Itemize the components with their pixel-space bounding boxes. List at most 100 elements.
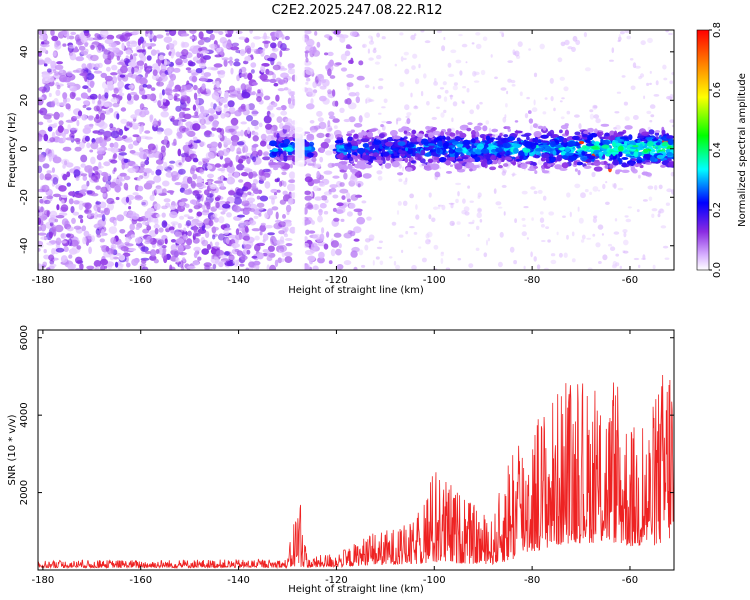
spectrogram-mark <box>249 208 255 213</box>
spectrogram-mark <box>253 266 259 270</box>
spectrogram-mark <box>126 41 131 47</box>
spectrogram-mark <box>212 213 218 218</box>
spectrogram-mark <box>223 59 228 67</box>
spectrogram-mark <box>275 211 279 220</box>
spectrogram-mark <box>74 146 82 152</box>
spectrogram-mark <box>110 159 118 164</box>
spectrogram-mark <box>408 226 415 229</box>
spectrogram-mark <box>486 239 488 246</box>
spectrogram-mark <box>557 57 563 63</box>
spectrogram-mark <box>403 136 408 140</box>
spectrogram-mark <box>304 195 313 201</box>
spectrogram-mark <box>602 254 608 261</box>
spectrogram-mark <box>626 35 632 40</box>
spectrogram-mark <box>169 160 176 164</box>
spectrogram-mark <box>228 106 236 113</box>
spectrogram-mark <box>314 163 322 167</box>
spectrogram-mark <box>348 116 356 123</box>
spectrogram-mark <box>560 41 566 47</box>
spectrogram-mark <box>94 63 100 69</box>
spectrogram-mark <box>319 202 327 209</box>
spectrogram-mark <box>511 84 516 87</box>
spectrogram-mark <box>305 38 315 47</box>
spectrogram-mark <box>233 197 242 205</box>
spectrogram-mark <box>540 157 546 162</box>
spectrogram-mark <box>136 135 142 144</box>
spectrogram-mark <box>283 155 288 162</box>
spectrogram-mark <box>277 257 283 264</box>
spectrogram-mark <box>402 166 405 172</box>
spectrogram-mark <box>410 34 416 41</box>
spectrogram-mark <box>259 224 267 232</box>
spectrogram-mark <box>561 155 569 159</box>
spectrogram-mark <box>313 125 321 130</box>
spectrogram-mark <box>231 140 239 146</box>
spectrogram-mark <box>63 97 67 104</box>
spectrogram-mark <box>418 246 422 249</box>
spectrogram-mark <box>420 91 424 97</box>
spectrogram-mark <box>289 163 293 169</box>
spectrogram-mark <box>610 135 615 141</box>
spectrogram-mark <box>214 258 220 265</box>
spectrogram-mark <box>38 240 44 247</box>
spectrogram-mark <box>52 177 59 185</box>
spectrogram-mark <box>316 170 321 179</box>
spectrogram-mark <box>46 195 54 200</box>
spectrogram-mark <box>278 221 287 228</box>
spectrogram-mark <box>282 181 287 187</box>
spectrogram-mark <box>512 49 516 55</box>
spectrogram-mark <box>384 141 393 147</box>
spectrogram-mark <box>285 146 292 151</box>
spectrogram-mark <box>269 113 275 118</box>
spectrogram-mark <box>179 215 185 220</box>
spectrogram-mark <box>440 252 444 257</box>
spectrogram-mark <box>572 35 578 42</box>
spectrogram-mark <box>214 196 221 202</box>
spectrogram-mark <box>636 209 640 213</box>
spectrogram-mark <box>272 73 277 80</box>
spectrogram-mark <box>482 125 488 132</box>
spectrogram-mark <box>619 31 625 35</box>
spectrogram-mark <box>305 87 313 95</box>
spectrogram-mark <box>383 98 388 104</box>
spectrogram-mark <box>144 72 148 78</box>
spectrogram-mark <box>613 231 620 235</box>
spectrogram-mark <box>285 118 293 124</box>
spectrogram-mark <box>601 151 608 155</box>
spectrogram-mark <box>318 208 323 216</box>
spectrogram-mark <box>38 212 43 216</box>
spectrogram-mark <box>76 119 80 127</box>
spectrogram-mark <box>214 54 222 58</box>
spectrogram-mark <box>637 135 645 139</box>
spectrogram-mark <box>283 233 289 238</box>
spectrogram-mark <box>391 160 400 168</box>
spectrogram-mark <box>530 251 533 258</box>
spectrogram-mark <box>119 229 126 234</box>
spectrogram-mark <box>616 91 622 94</box>
spectrogram-mark <box>539 217 545 223</box>
spectrogram-mark <box>473 125 482 131</box>
spectrogram-mark <box>540 134 549 139</box>
spectrogram-mark <box>603 160 607 165</box>
spectrogram-mark <box>531 107 538 113</box>
spectrogram-mark <box>581 234 586 240</box>
spectrogram-mark <box>123 175 131 181</box>
spectrogram-mark <box>273 157 281 160</box>
spectrogram-mark <box>82 236 87 245</box>
spectrogram-mark <box>187 265 196 270</box>
spectrogram-mark <box>671 189 674 195</box>
spectrogram-mark <box>318 251 325 259</box>
spectrogram-mark <box>526 237 530 240</box>
spectrogram-mark <box>455 59 462 64</box>
spectrogram-mark <box>175 257 180 263</box>
spectrogram-mark <box>251 228 261 232</box>
spectrogram-mark <box>311 179 321 184</box>
spectrogram-mark <box>246 115 253 122</box>
spectrogram-mark <box>325 150 333 156</box>
spectrogram-mark <box>287 198 294 205</box>
spectrogram-mark <box>195 182 203 188</box>
spectrogram-mark <box>270 32 275 36</box>
spectrogram-mark <box>227 176 231 185</box>
spectrogram-mark <box>646 110 652 115</box>
spectrogram-mark <box>446 136 451 141</box>
